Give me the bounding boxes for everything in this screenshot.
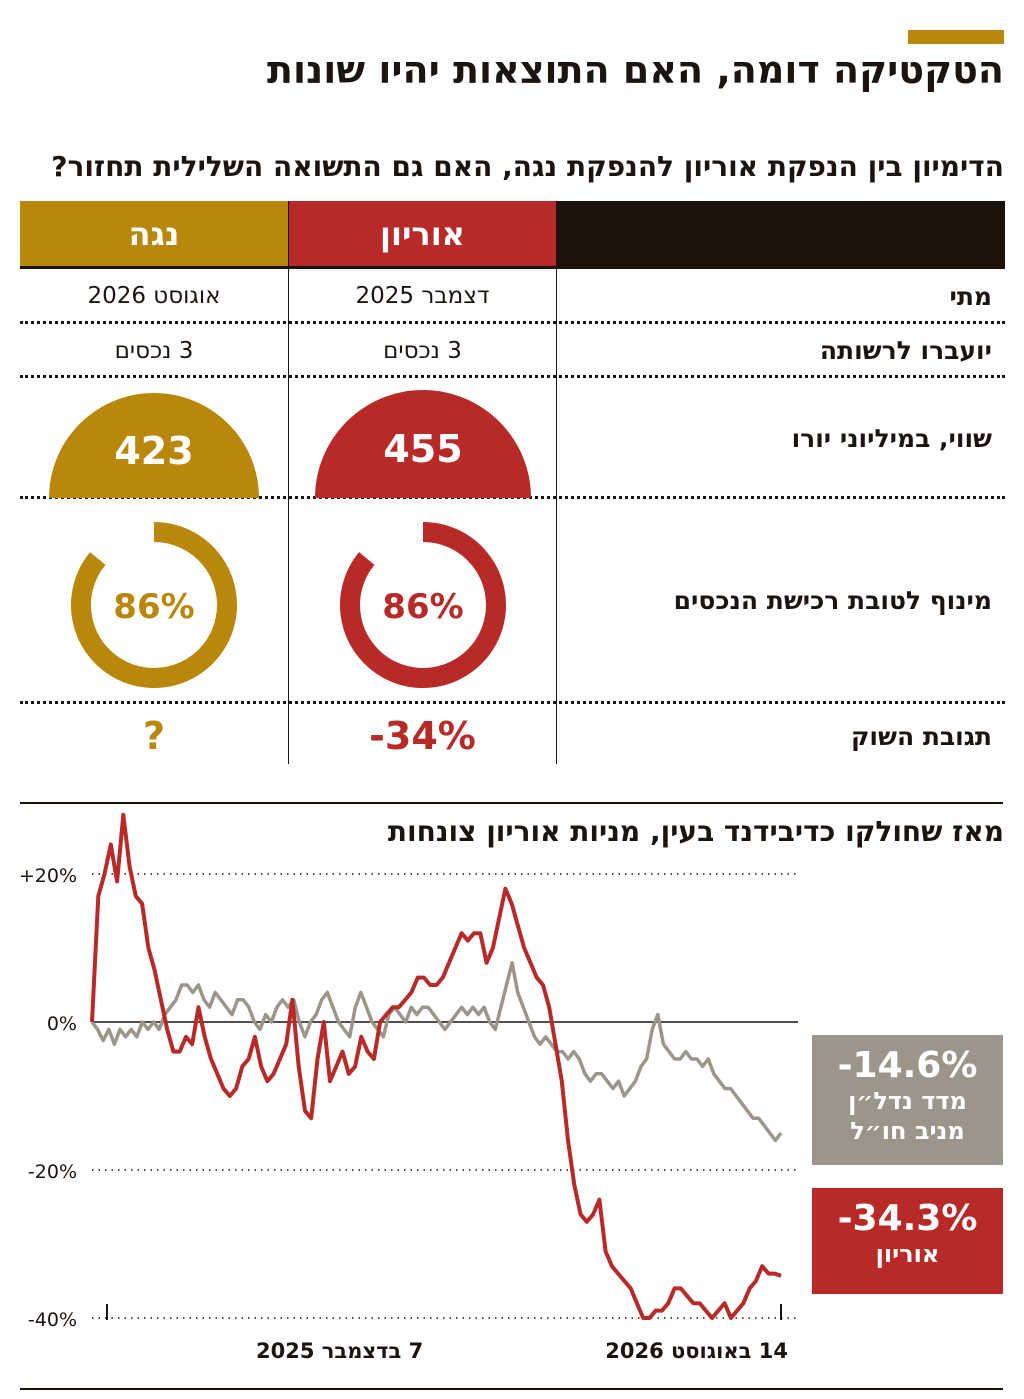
row-label-assets: יועברו לרשותה <box>819 336 992 365</box>
y-tick-label: 0% <box>47 1013 77 1035</box>
row-divider <box>20 321 1005 324</box>
row-label-value: שווי, במיליוני יורו <box>791 424 992 453</box>
accent-bar <box>908 30 1004 44</box>
nega-when: אוגוסט 2026 <box>87 283 221 309</box>
index-summary-box: -14.6% מדד נדל״ן מניב חו״ל <box>812 1035 1003 1165</box>
row-divider <box>20 701 1005 704</box>
nega-value-semicircle: 423 <box>49 393 259 498</box>
orion-series-line <box>90 812 782 1320</box>
line-chart: +20% 0% -20% -40% 7 בדצמבר 2025 14 באוגוסט 20… <box>19 812 798 1363</box>
page-subtitle: הדימיון בין הנפקת אוריון להנפקת נגה, האם… <box>51 150 1004 183</box>
column-divider-right <box>556 201 557 764</box>
bottom-rule <box>20 1388 1003 1390</box>
y-tick-label: +20% <box>19 865 77 887</box>
orion-leverage-donut: 86% <box>340 522 506 688</box>
column-header-nega: נגה <box>20 201 288 266</box>
orion-value-semicircle: 455 <box>315 390 531 498</box>
row-label-leverage: מינוף לטובת רכישת הנכסים <box>673 586 992 615</box>
orion-summary-box: -34.3% אוריון <box>812 1188 1003 1294</box>
header-underline <box>20 266 1005 269</box>
index-label-line2: מניב חו״ל <box>850 1117 965 1145</box>
nega-leverage-value: 86% <box>113 587 194 627</box>
table-header-labels <box>557 201 1005 266</box>
orion-final-value: -34.3% <box>837 1198 978 1239</box>
column-header-orion: אוריון <box>289 201 556 266</box>
section-divider <box>20 802 1003 804</box>
row-label-when: מתי <box>949 282 992 311</box>
index-label-line1: מדד נדל״ן <box>848 1087 967 1115</box>
orion-leverage-value: 86% <box>382 587 463 627</box>
orion-when: דצמבר 2025 <box>355 283 490 309</box>
orion-summary-label: אוריון <box>875 1240 940 1268</box>
orion-assets: 3 נכסים <box>383 338 462 364</box>
row-divider <box>20 375 1005 378</box>
column-divider-left <box>288 201 289 764</box>
orion-market-reaction: -34% <box>369 714 476 758</box>
nega-assets: 3 נכסים <box>114 338 194 364</box>
x-start-label: 7 בדצמבר 2025 <box>256 1339 423 1363</box>
nega-market-reaction: ? <box>142 714 166 758</box>
x-end-label: 14 באוגוסט 2026 <box>605 1339 788 1363</box>
y-tick-label: -20% <box>28 1161 77 1183</box>
orion-value: 455 <box>383 427 462 471</box>
index-series-line <box>90 961 783 1143</box>
y-tick-label: -40% <box>28 1309 77 1331</box>
index-final-value: -14.6% <box>837 1045 978 1086</box>
nega-leverage-donut: 86% <box>71 522 237 688</box>
chart-title: מאז שחולקו כדיבידנד בעין, מניות אוריון צ… <box>387 815 1004 848</box>
page-title: הטקטיקה דומה, האם התוצאות יהיו שונות <box>267 48 1004 92</box>
row-label-market: תגובת השוק <box>851 722 992 751</box>
nega-value: 423 <box>114 429 193 473</box>
